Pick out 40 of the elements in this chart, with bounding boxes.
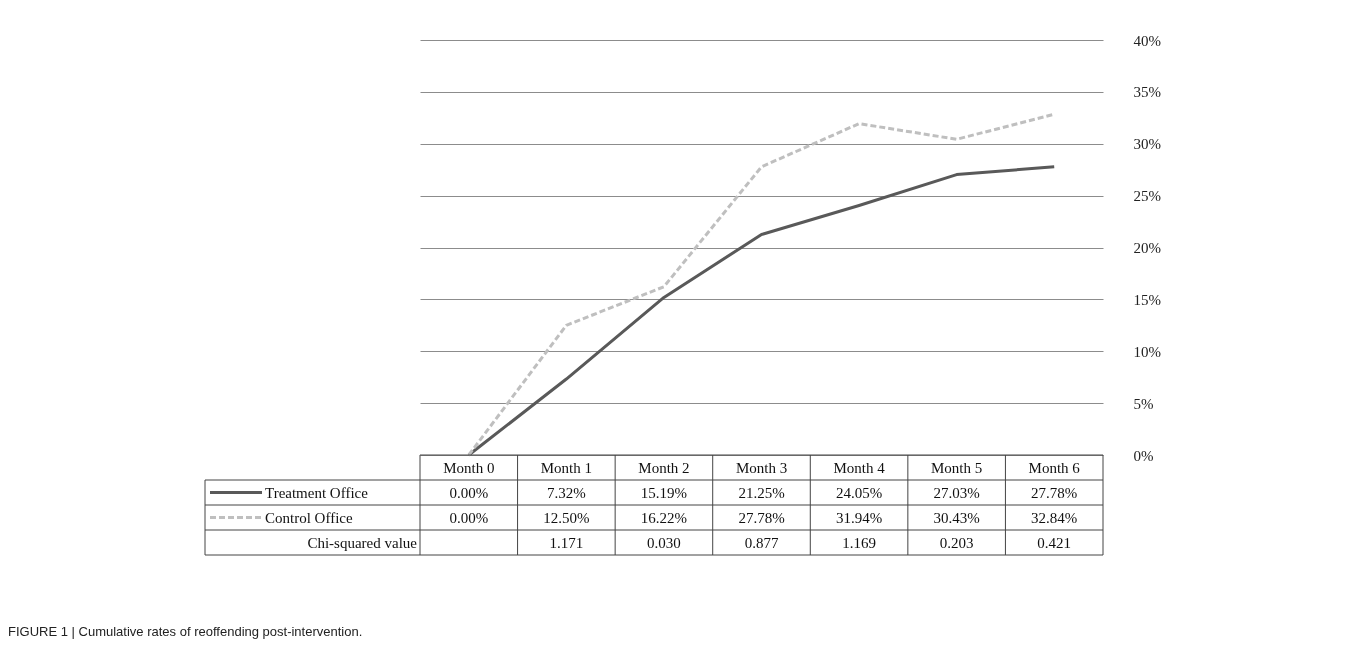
legend-label: Treatment Office [265,484,369,501]
data-label: 15.19% [640,484,688,501]
data-label: 21.25% [738,484,785,501]
y-tick-label: 15% [1133,291,1161,308]
text: 0.421 [1037,534,1072,551]
text: FIGURE 1 | Cumulative rates of reoffending post-intervention. [8,624,363,639]
x-tick-label: Month 2 [638,459,690,476]
x-tick-label: Month 1 [540,459,592,476]
y-tick-label: 0% [1133,447,1154,464]
y-tick-label: 25% [1133,188,1161,205]
text: 1.169 [842,534,876,551]
text: 1.171 [549,534,584,551]
y-tick-label: 20% [1133,240,1161,256]
y-tick-label: 10% [1133,343,1161,360]
data-label: 27.78% [738,509,785,526]
y-tick-label: 40% [1133,32,1161,49]
data-label: 30.43% [933,509,980,526]
x-tick-label: Month 6 [1028,459,1081,476]
data-label: 31.94% [835,509,883,526]
x-tick-label: Month 3 [735,459,788,476]
y-tick-label: 30% [1133,136,1161,153]
data-label: 16.22% [640,509,688,526]
x-tick-label: Month 4 [833,459,886,476]
data-label: 32.84% [1031,509,1078,526]
text: 0.877 [744,534,779,551]
legend-label: Control Office [265,509,353,526]
data-label: 24.05% [835,484,883,501]
text: 0.030 [647,534,681,551]
y-tick-label: 5% [1133,395,1154,412]
data-label: 27.78% [1031,484,1078,501]
text: 0.203 [939,534,974,551]
data-label: 27.03% [933,484,980,501]
data-label: 0.00% [449,484,489,501]
x-tick-label: Month 0 [443,459,495,476]
text: Chi-squared value [307,534,418,551]
y-tick-label: 35% [1133,84,1161,101]
data-label: 0.00% [449,509,489,526]
data-label: 7.32% [546,484,586,501]
data-label: 12.50% [543,509,590,526]
x-tick-label: Month 5 [931,459,983,476]
